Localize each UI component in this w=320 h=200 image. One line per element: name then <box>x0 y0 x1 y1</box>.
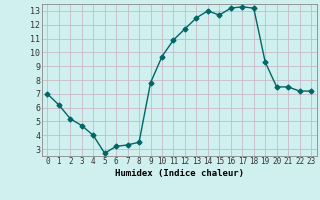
X-axis label: Humidex (Indice chaleur): Humidex (Indice chaleur) <box>115 169 244 178</box>
